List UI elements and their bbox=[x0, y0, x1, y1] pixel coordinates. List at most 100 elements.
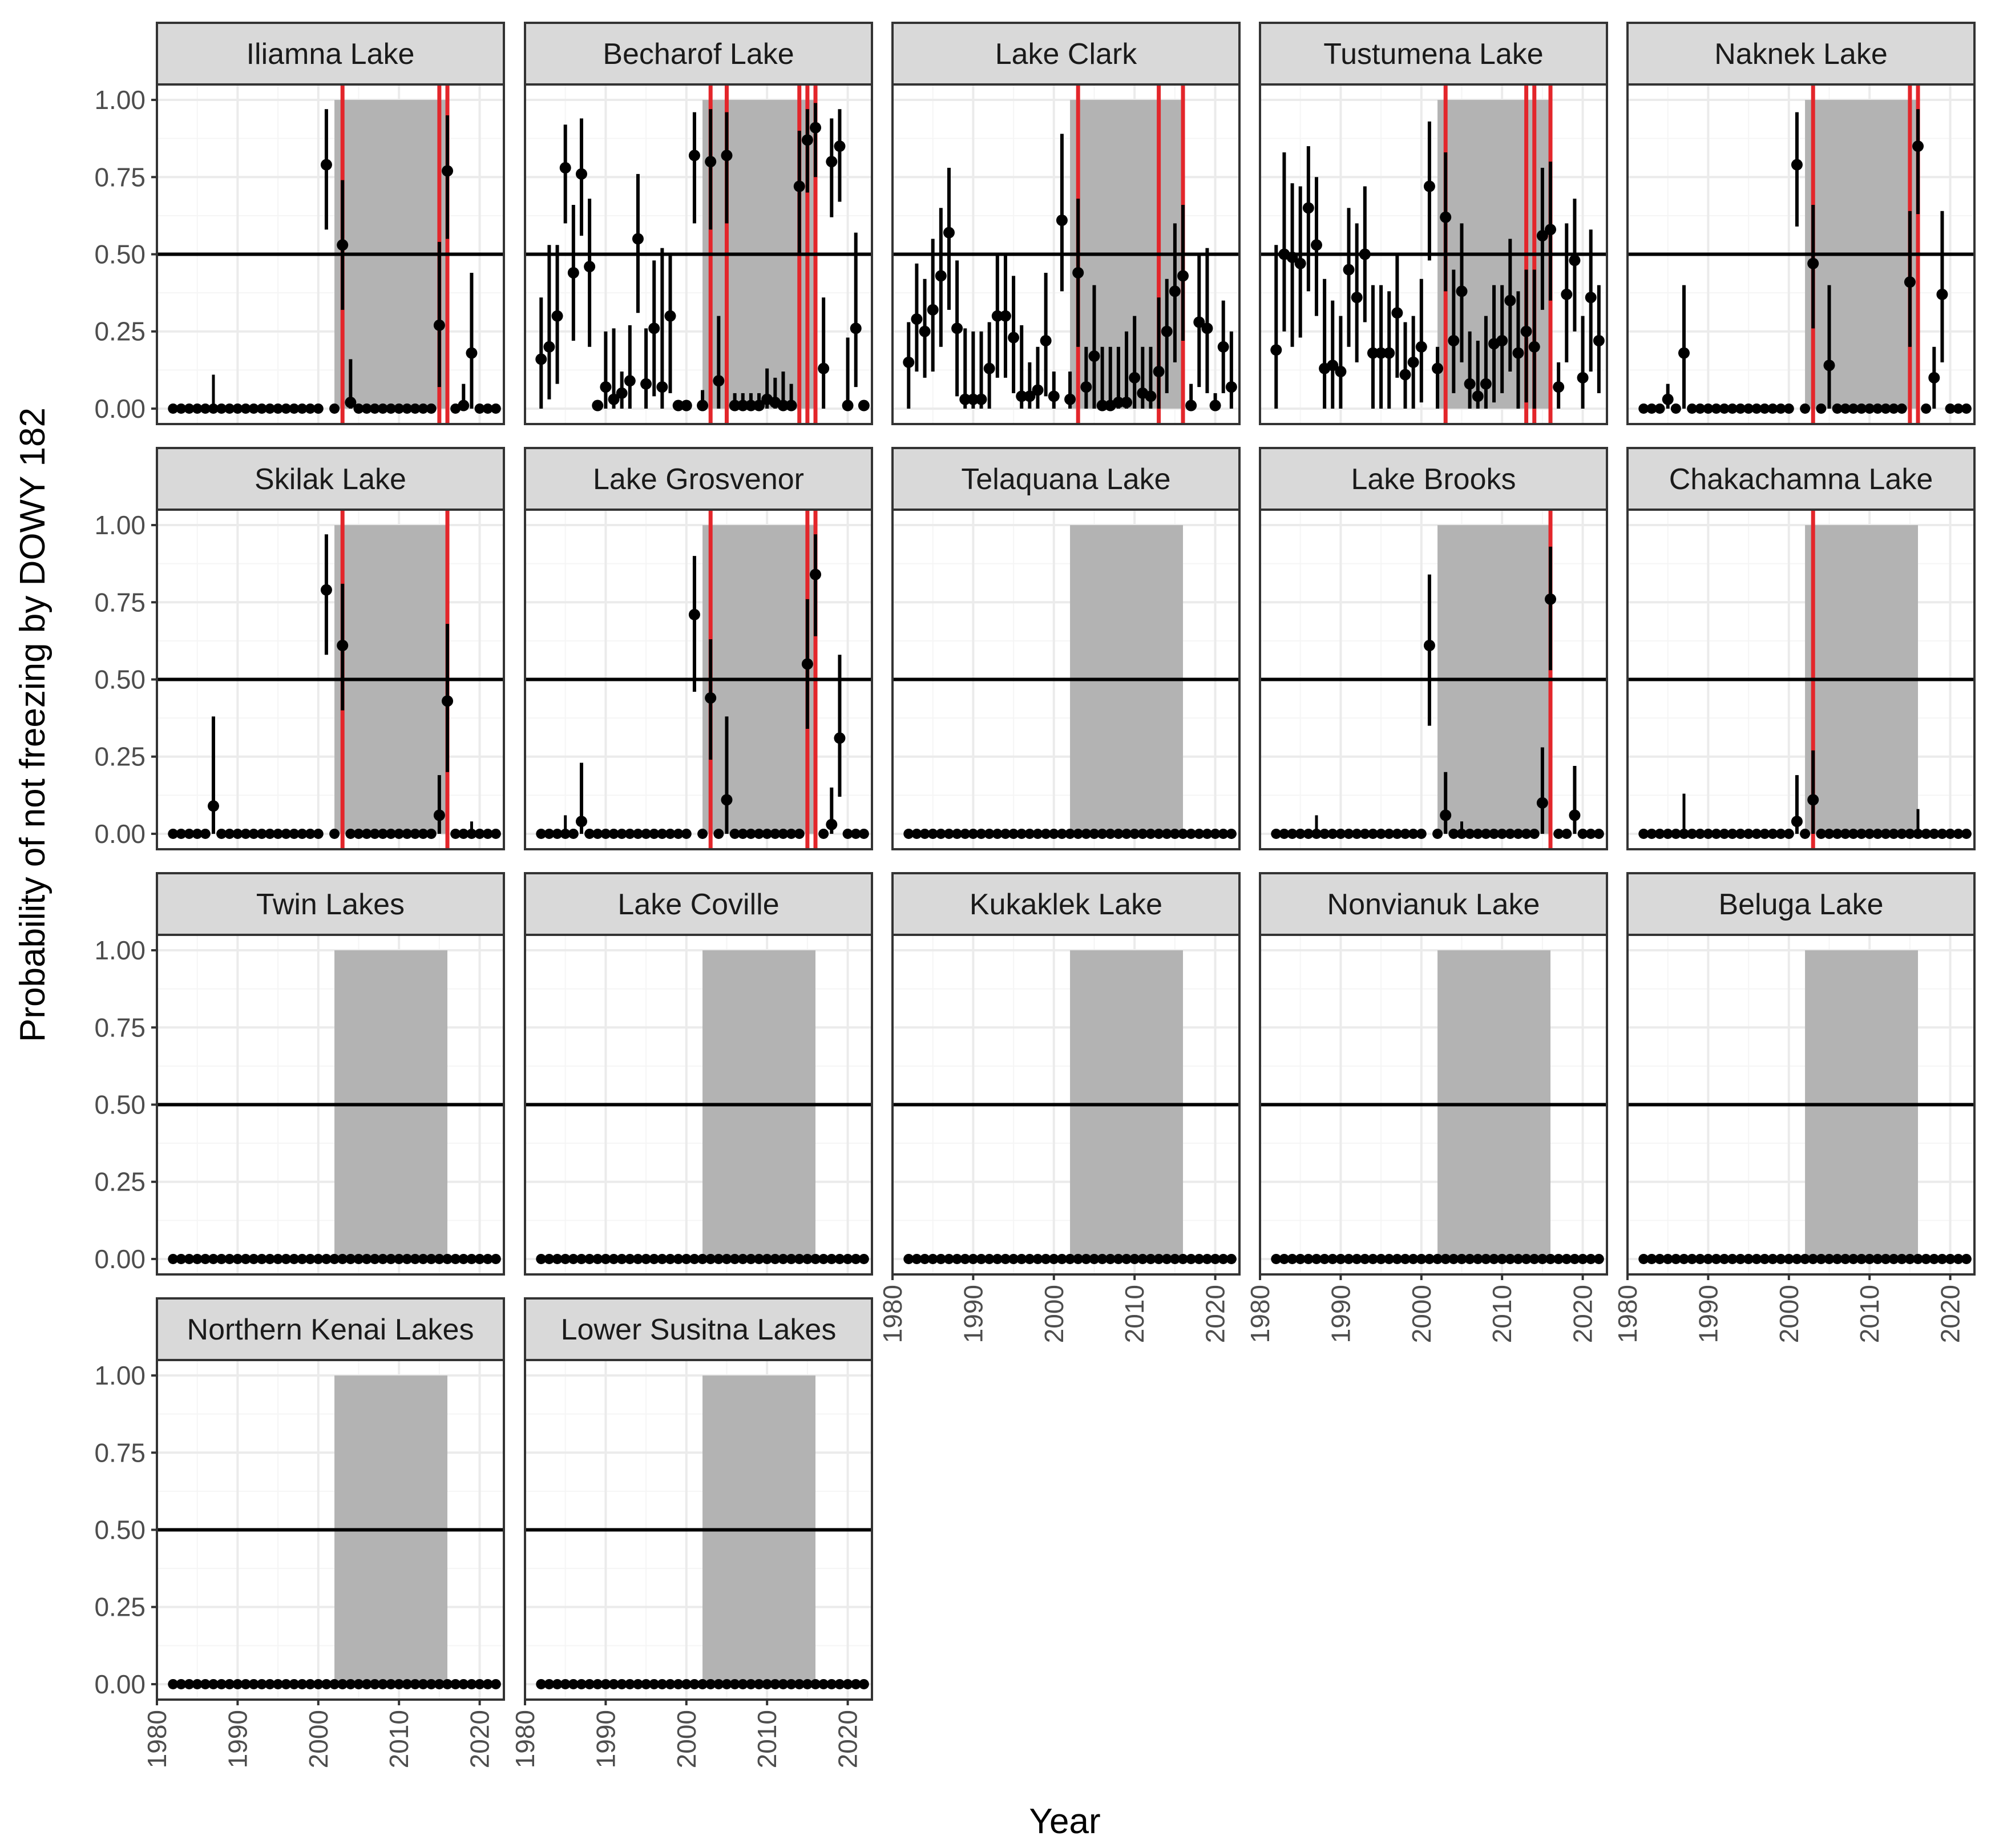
data-point bbox=[369, 1253, 380, 1264]
data-point bbox=[544, 1678, 555, 1689]
data-point bbox=[1024, 390, 1036, 402]
data-point bbox=[305, 828, 316, 839]
data-point bbox=[544, 828, 555, 839]
x-tick-label: 2010 bbox=[384, 1710, 414, 1768]
data-point bbox=[1646, 1253, 1657, 1264]
data-point bbox=[1840, 403, 1851, 414]
data-point bbox=[1121, 397, 1133, 409]
data-point bbox=[1359, 248, 1371, 260]
data-point bbox=[248, 1253, 259, 1264]
data-point bbox=[1391, 307, 1403, 319]
data-point bbox=[960, 828, 971, 839]
data-point bbox=[818, 362, 830, 374]
data-point bbox=[786, 828, 797, 839]
data-point bbox=[721, 150, 733, 162]
data-point bbox=[927, 1253, 938, 1264]
data-point bbox=[1670, 403, 1681, 414]
data-point bbox=[705, 156, 717, 168]
data-point bbox=[1662, 1253, 1673, 1264]
data-point bbox=[361, 828, 372, 839]
x-tick-label: 2000 bbox=[1039, 1285, 1069, 1343]
data-point bbox=[1735, 1253, 1746, 1264]
data-point bbox=[1759, 828, 1770, 839]
data-point bbox=[345, 397, 357, 409]
data-point bbox=[842, 1253, 853, 1264]
data-point bbox=[1824, 828, 1835, 839]
data-point bbox=[952, 828, 963, 839]
data-point bbox=[818, 1253, 829, 1264]
data-point bbox=[1800, 828, 1811, 839]
data-point bbox=[1399, 369, 1411, 381]
data-point bbox=[1040, 1253, 1051, 1264]
y-tick-label: 0.75 bbox=[94, 162, 146, 192]
data-point bbox=[1121, 1253, 1132, 1264]
data-point bbox=[1953, 403, 1964, 414]
data-point bbox=[826, 1678, 837, 1689]
data-point bbox=[490, 828, 501, 839]
data-point bbox=[1719, 828, 1730, 839]
data-point bbox=[1807, 257, 1819, 269]
data-point bbox=[745, 828, 756, 839]
data-point bbox=[1512, 347, 1524, 359]
data-point bbox=[968, 1253, 979, 1264]
data-point bbox=[1791, 1253, 1802, 1264]
data-point bbox=[608, 393, 620, 405]
data-point bbox=[1961, 828, 1972, 839]
panel-border bbox=[1626, 934, 1976, 1276]
data-point bbox=[1840, 828, 1851, 839]
data-point bbox=[1727, 1253, 1738, 1264]
data-point bbox=[1528, 341, 1540, 353]
data-point bbox=[673, 828, 684, 839]
data-point bbox=[168, 828, 179, 839]
data-point bbox=[361, 1678, 372, 1689]
data-point bbox=[1678, 347, 1690, 359]
data-point bbox=[289, 828, 300, 839]
data-point bbox=[1327, 828, 1338, 839]
data-point bbox=[321, 1678, 332, 1689]
data-point bbox=[386, 1253, 397, 1264]
data-point bbox=[305, 403, 316, 414]
data-point bbox=[1016, 828, 1027, 839]
data-point bbox=[345, 1678, 356, 1689]
data-point bbox=[1056, 215, 1068, 226]
data-point bbox=[745, 1678, 756, 1689]
data-point bbox=[1678, 1253, 1689, 1264]
data-point bbox=[984, 828, 995, 839]
data-point bbox=[264, 828, 275, 839]
y-tick-label: 0.50 bbox=[94, 665, 146, 695]
data-point bbox=[1529, 1253, 1540, 1264]
panel-border bbox=[524, 509, 873, 850]
data-point bbox=[474, 828, 485, 839]
data-point bbox=[1016, 1253, 1027, 1264]
facet-panel: Naknek Lake bbox=[1626, 22, 1976, 425]
data-point bbox=[458, 828, 469, 839]
data-point bbox=[1201, 322, 1213, 334]
data-point bbox=[1921, 403, 1932, 414]
data-point bbox=[256, 828, 267, 839]
data-point bbox=[1497, 1253, 1508, 1264]
data-point bbox=[1081, 1253, 1092, 1264]
data-point bbox=[369, 1678, 380, 1689]
data-point bbox=[329, 828, 340, 839]
data-point bbox=[313, 1253, 324, 1264]
y-tick-label: 1.00 bbox=[94, 935, 146, 965]
data-point bbox=[1751, 828, 1762, 839]
data-point bbox=[320, 159, 332, 171]
data-point bbox=[1384, 1253, 1395, 1264]
data-point bbox=[1536, 230, 1548, 242]
data-point bbox=[192, 828, 203, 839]
data-point bbox=[264, 1253, 275, 1264]
data-point bbox=[705, 692, 717, 704]
data-point bbox=[793, 180, 805, 192]
data-point bbox=[536, 1678, 547, 1689]
data-point bbox=[1048, 390, 1060, 402]
data-point bbox=[1448, 334, 1460, 346]
data-point bbox=[442, 1678, 453, 1689]
data-point bbox=[1161, 828, 1172, 839]
data-point bbox=[567, 267, 579, 279]
data-point bbox=[1319, 828, 1330, 839]
data-point bbox=[1864, 1253, 1875, 1264]
data-point bbox=[402, 1678, 413, 1689]
data-point bbox=[911, 1253, 922, 1264]
x-tick-label: 2000 bbox=[1774, 1285, 1804, 1343]
